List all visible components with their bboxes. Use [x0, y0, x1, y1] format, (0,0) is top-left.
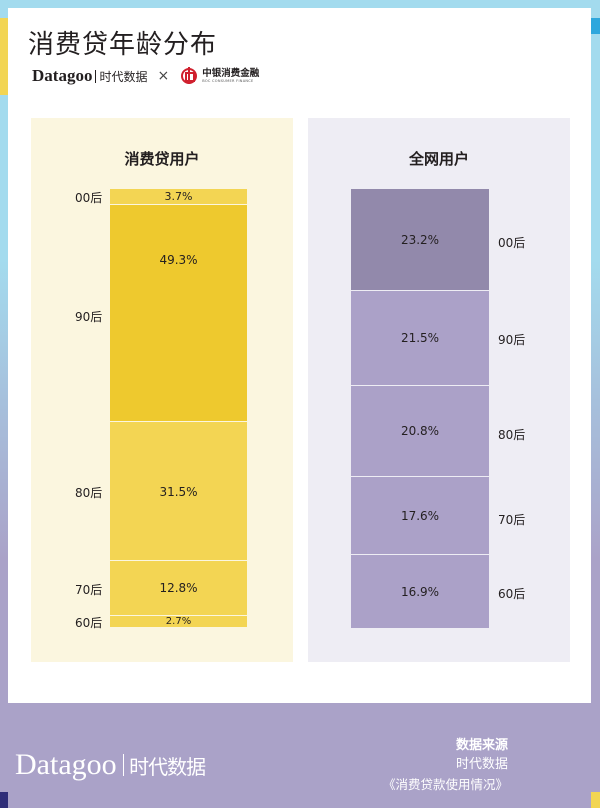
age-label: 60后	[498, 587, 526, 601]
segment-value: 49.3%	[159, 253, 198, 267]
panel-title: 消费贷用户	[124, 150, 200, 168]
segment-60: 16.9%	[351, 555, 489, 628]
accent-bar	[0, 792, 8, 808]
datagoo-cn-name: 时代数据	[99, 69, 148, 84]
datagoo-logo: Datagoo	[32, 66, 93, 85]
segment-90: 21.5%	[351, 291, 489, 385]
segment-value: 23.2%	[400, 232, 440, 247]
accent-bar	[591, 18, 600, 34]
age-label: 90后	[498, 333, 526, 347]
data-source-block: 数据来源 时代数据	[380, 736, 508, 774]
segment-70: 17.6%	[351, 477, 489, 554]
segment-value: 12.8%	[159, 581, 198, 595]
age-label: 00后	[75, 191, 103, 205]
segment-90: 49.3%	[110, 205, 247, 421]
datagoo-cn-name: 时代数据	[129, 754, 206, 779]
source-org: 时代数据	[455, 757, 508, 772]
source-title: 数据来源	[455, 738, 508, 753]
datagoo-logo: Datagoo	[15, 748, 117, 781]
segment-70: 12.8%	[110, 561, 247, 615]
collab-x: ×	[157, 68, 170, 84]
page-title: 消费贷年龄分布	[28, 30, 218, 60]
segment-value: 3.7%	[164, 190, 193, 203]
age-label: 70后	[75, 583, 103, 597]
segment-value: 31.5%	[159, 485, 198, 499]
segment-value: 16.9%	[400, 584, 440, 599]
age-label: 60后	[75, 616, 103, 630]
accent-bar	[0, 18, 8, 95]
age-label: 90后	[75, 310, 103, 324]
panel-title: 全网用户	[408, 150, 469, 168]
age-label: 00后	[498, 236, 526, 250]
segment-value: 21.5%	[400, 331, 440, 345]
brand-line: Datagoo 时代数据 × 中银消费金融 BOC CONSUMER FINAN…	[32, 66, 259, 86]
source-report: 《消费贷款使用情况》	[382, 777, 508, 792]
segment-00: 23.2%	[351, 189, 489, 290]
segment-value: 2.7%	[165, 616, 192, 627]
age-label: 80后	[75, 486, 103, 500]
segment-value: 17.6%	[400, 508, 440, 523]
segment-60: 2.7%	[110, 616, 247, 627]
boc-cn-name: 中银消费金融	[202, 68, 260, 79]
footer-brand: Datagoo 时代数据	[15, 748, 206, 782]
boc-logo-icon	[181, 67, 198, 84]
age-label: 70后	[498, 513, 526, 527]
boc-en-name: BOC CONSUMER FINANCE	[202, 78, 254, 83]
accent-bar	[591, 792, 600, 808]
divider	[95, 69, 97, 83]
segment-80: 31.5%	[110, 422, 247, 560]
age-label: 80后	[498, 428, 526, 442]
segment-value: 20.8%	[400, 424, 440, 438]
boc-name: 中银消费金融 BOC CONSUMER FINANCE	[202, 69, 259, 83]
segment-80: 20.8%	[351, 386, 489, 476]
segment-00: 3.7%	[110, 189, 247, 204]
divider	[122, 754, 125, 776]
